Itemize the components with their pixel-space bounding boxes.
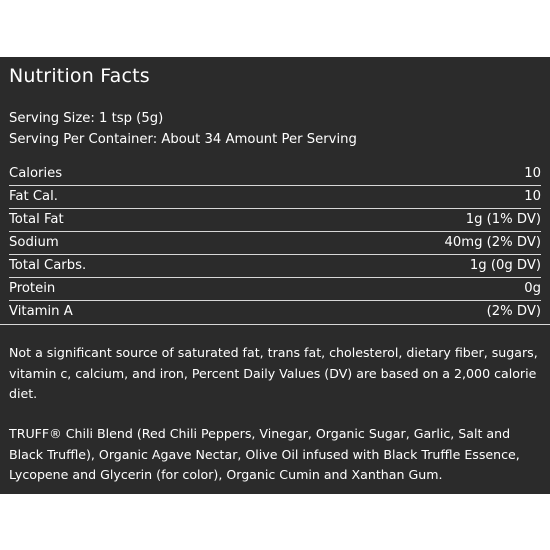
nutrient-label: Calories [9, 166, 63, 181]
nutrient-label: Sodium [9, 235, 59, 250]
nutrition-row-total-fat: Total Fat 1g (1% DV) [9, 209, 541, 232]
serving-size: Serving Size: 1 tsp (5g) [9, 111, 164, 126]
nutrient-value: 1g (1% DV) [465, 212, 541, 227]
nutrient-value: (2% DV) [486, 304, 541, 319]
ingredients-list: TRUFF® Chili Blend (Red Chili Peppers, V… [9, 426, 520, 482]
nutrition-facts-title: Nutrition Facts [9, 65, 150, 87]
daily-value-note: Not a significant source of saturated fa… [9, 345, 538, 401]
nutrition-facts-panel: Nutrition Facts Serving Size: 1 tsp (5g)… [0, 57, 550, 494]
nutrient-label: Fat Cal. [9, 189, 58, 204]
nutrition-row-total-carbs: Total Carbs. 1g (0g DV) [9, 255, 541, 278]
serving-info: Serving Size: 1 tsp (5g) Serving Per Con… [9, 108, 357, 150]
nutrient-value: 10 [524, 166, 541, 181]
nutrition-table: Calories 10 Fat Cal. 10 Total Fat 1g (1%… [9, 163, 541, 324]
nutrient-value: 40mg (2% DV) [444, 235, 541, 250]
nutrition-row-vitamin-a: Vitamin A (2% DV) [9, 301, 541, 324]
nutrient-label: Total Carbs. [9, 258, 87, 273]
nutrient-label: Protein [9, 281, 56, 296]
nutrient-value: 0g [524, 281, 541, 296]
nutrient-label: Total Fat [9, 212, 64, 227]
section-divider [0, 324, 550, 325]
nutrition-row-calories: Calories 10 [9, 163, 541, 186]
nutrient-value: 1g (0g DV) [469, 258, 541, 273]
nutrition-row-protein: Protein 0g [9, 278, 541, 301]
nutrient-label: Vitamin A [9, 304, 73, 319]
nutrition-row-sodium: Sodium 40mg (2% DV) [9, 232, 541, 255]
nutrition-row-fat-calories: Fat Cal. 10 [9, 186, 541, 209]
nutrient-value: 10 [524, 189, 541, 204]
servings-per-container: Serving Per Container: About 34 Amount P… [9, 132, 357, 147]
